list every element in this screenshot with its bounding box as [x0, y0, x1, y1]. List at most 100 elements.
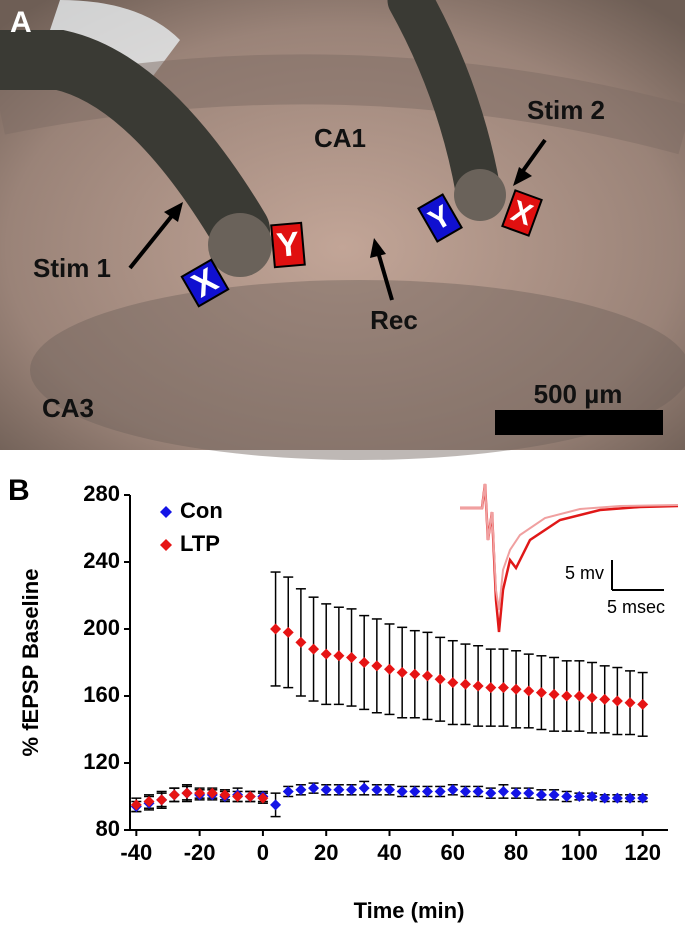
data-point	[561, 690, 573, 702]
data-point	[510, 683, 522, 695]
data-point	[548, 688, 560, 700]
legend-marker	[160, 506, 172, 518]
data-point	[194, 787, 206, 799]
electrode-label: Rec	[370, 305, 418, 335]
panel-label: B	[8, 474, 30, 507]
data-point	[447, 784, 459, 796]
data-point	[409, 785, 421, 797]
y-tick-label: 240	[83, 548, 120, 573]
data-point	[421, 785, 433, 797]
data-point	[282, 626, 294, 638]
data-point	[244, 791, 256, 802]
y-tick-label: 160	[83, 682, 120, 707]
data-point	[637, 698, 649, 710]
data-point	[371, 784, 383, 796]
data-point	[257, 792, 269, 804]
data-point	[472, 785, 484, 797]
x-tick-label: 60	[441, 840, 465, 865]
data-point	[523, 787, 535, 799]
data-point	[573, 690, 585, 702]
x-tick-label: 20	[314, 840, 338, 865]
inset-annotation: 5 mv	[565, 563, 604, 583]
data-point	[624, 697, 636, 709]
data-point	[497, 785, 509, 797]
data-point	[485, 682, 497, 694]
data-point	[523, 685, 535, 697]
x-tick-label: -40	[120, 840, 152, 865]
y-tick-label: 120	[83, 749, 120, 774]
data-point	[270, 799, 282, 811]
data-point	[282, 785, 294, 797]
x-tick-label: 100	[561, 840, 598, 865]
data-point	[295, 784, 307, 796]
region-label: CA3	[42, 393, 94, 423]
data-point	[409, 668, 421, 680]
data-point	[624, 792, 636, 804]
legend-label: Con	[180, 498, 223, 523]
scale-bar-label: 500 µm	[534, 379, 623, 409]
data-point	[586, 692, 598, 704]
data-point	[637, 792, 649, 804]
electrode-label: Stim 2	[527, 95, 605, 125]
data-point	[371, 660, 383, 672]
legend-label: LTP	[180, 531, 220, 556]
data-point	[270, 623, 282, 635]
x-tick-label: -20	[184, 840, 216, 865]
data-point	[156, 794, 168, 806]
data-point	[308, 643, 320, 655]
data-point	[611, 792, 623, 804]
data-point	[535, 687, 547, 699]
data-point	[421, 670, 433, 682]
region-label: CA1	[314, 123, 366, 153]
data-point	[168, 789, 180, 801]
marker-x-red: X	[501, 189, 543, 237]
data-point	[599, 792, 611, 804]
data-point	[320, 784, 332, 796]
y-tick-label: 200	[83, 615, 120, 640]
data-point	[384, 784, 396, 796]
data-point	[181, 787, 193, 799]
data-point	[219, 789, 231, 801]
legend-marker	[160, 539, 172, 551]
x-tick-label: 80	[504, 840, 528, 865]
data-point	[535, 789, 547, 801]
inset-scale-bar	[611, 560, 664, 591]
data-point	[510, 787, 522, 799]
data-point	[434, 785, 446, 797]
x-tick-label: 0	[257, 840, 269, 865]
data-point	[308, 782, 320, 794]
inset-trace	[460, 483, 679, 633]
data-point	[573, 791, 585, 802]
data-point	[295, 636, 307, 648]
micrograph: X Y Y X A CA1 CA3 Stim 1 Stim 2 Rec 500 …	[0, 0, 685, 460]
data-point	[346, 784, 358, 796]
x-tick-label: 120	[624, 840, 661, 865]
data-point	[320, 648, 332, 660]
data-point	[232, 791, 244, 802]
data-point	[611, 695, 623, 707]
data-point	[358, 782, 370, 794]
marker-label: Y	[275, 225, 301, 265]
y-tick-label: 280	[83, 481, 120, 506]
data-point	[333, 784, 345, 796]
y-axis-title: % fEPSP Baseline	[18, 569, 43, 757]
y-tick-label: 80	[96, 816, 120, 841]
data-point	[130, 799, 142, 811]
data-point	[497, 682, 509, 694]
marker-y-red: Y	[270, 221, 306, 269]
data-point	[472, 680, 484, 692]
data-point	[599, 693, 611, 705]
data-point	[333, 650, 345, 662]
data-point	[358, 657, 370, 668]
data-point	[396, 667, 408, 679]
data-point	[586, 791, 598, 802]
data-point	[459, 785, 471, 797]
data-point	[485, 787, 497, 799]
data-point	[396, 785, 408, 797]
data-point	[561, 791, 573, 802]
data-point	[384, 663, 396, 675]
inset-annotation: 5 msec	[607, 597, 665, 617]
x-tick-label: 40	[377, 840, 401, 865]
data-point	[459, 678, 471, 690]
